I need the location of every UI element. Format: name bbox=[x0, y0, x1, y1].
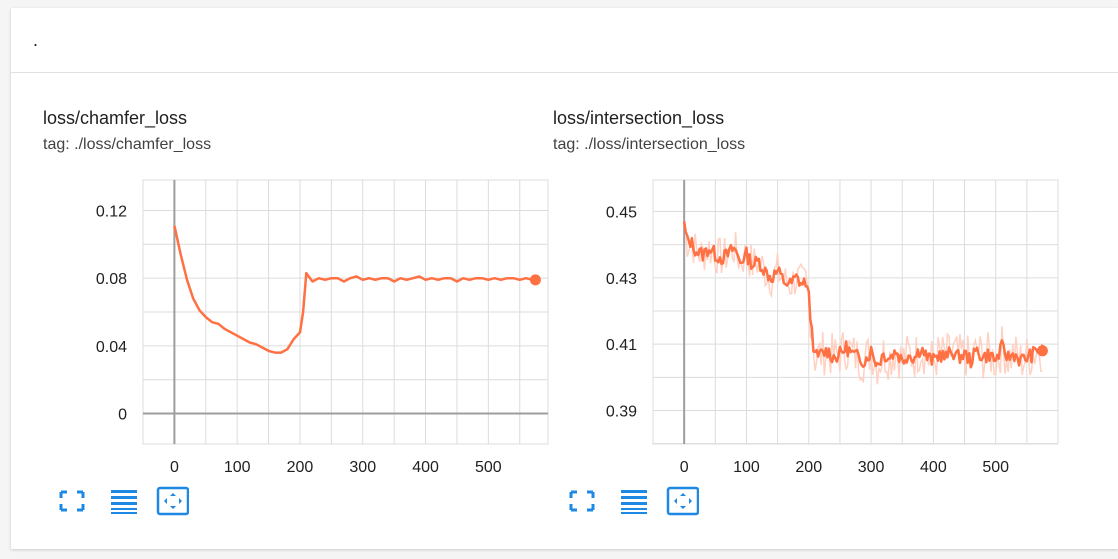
chart-intersection-loss[interactable]: 0.39 0.41 0.43 0.45 0 100 200 300 400 500 bbox=[553, 164, 1059, 476]
x-tick-label: 400 bbox=[412, 459, 439, 476]
toggle-log-scale-icon bbox=[111, 490, 137, 514]
fit-domain-button[interactable] bbox=[155, 486, 189, 516]
toggle-log-scale-button[interactable] bbox=[105, 486, 139, 516]
chart-panel-intersection-loss: loss/intersection_loss tag: ./loss/inter… bbox=[553, 104, 1059, 524]
y-tick-label: 0.45 bbox=[606, 205, 637, 222]
fit-screen-button[interactable] bbox=[55, 486, 89, 516]
fit-domain-button[interactable] bbox=[665, 486, 699, 516]
y-tick-label: 0.39 bbox=[606, 404, 637, 421]
chart-tag: tag: ./loss/intersection_loss bbox=[553, 136, 746, 153]
y-tick-label: 0.04 bbox=[96, 339, 127, 356]
y-tick-label: 0 bbox=[118, 407, 127, 424]
group-title: . bbox=[33, 30, 39, 50]
plot-frame bbox=[652, 179, 1059, 445]
toggle-log-scale-icon bbox=[621, 490, 647, 514]
x-tick-label: 500 bbox=[475, 459, 502, 476]
x-tick-label: 300 bbox=[349, 459, 376, 476]
x-tick-label: 100 bbox=[733, 459, 760, 476]
x-tick-label: 500 bbox=[982, 459, 1009, 476]
chart-tag: tag: ./loss/chamfer_loss bbox=[43, 136, 212, 153]
plot-area bbox=[652, 179, 1059, 445]
fit-domain-icon bbox=[666, 486, 699, 516]
scalar-card: . loss/chamfer_loss tag: ./loss/chamfer_… bbox=[11, 8, 1118, 549]
chart-chamfer-loss[interactable]: 0 0.04 0.08 0.12 0 100 200 300 400 500 bbox=[43, 164, 549, 476]
chart-title: loss/intersection_loss bbox=[553, 108, 725, 128]
plot-frame bbox=[142, 179, 549, 445]
x-tick-label: 200 bbox=[287, 459, 314, 476]
fit-screen-icon bbox=[569, 490, 595, 512]
fit-screen-button[interactable] bbox=[565, 486, 599, 516]
x-tick-label: 300 bbox=[858, 459, 885, 476]
fit-screen-icon bbox=[59, 490, 85, 512]
chart-panel-chamfer-loss: loss/chamfer_loss tag: ./loss/chamfer_lo… bbox=[43, 104, 549, 524]
x-tick-label: 100 bbox=[224, 459, 251, 476]
series-end-point bbox=[1036, 345, 1048, 357]
x-tick-label: 0 bbox=[680, 459, 689, 476]
x-tick-label: 200 bbox=[795, 459, 822, 476]
series-line bbox=[682, 221, 1044, 369]
y-tick-label: 0.12 bbox=[96, 203, 127, 220]
chart-title: loss/chamfer_loss bbox=[43, 108, 188, 128]
card-header: . bbox=[11, 8, 1118, 73]
x-tick-label: 0 bbox=[170, 459, 179, 476]
y-tick-label: 0.08 bbox=[96, 271, 127, 288]
toggle-log-scale-button[interactable] bbox=[615, 486, 649, 516]
y-tick-label: 0.43 bbox=[606, 271, 637, 288]
x-tick-label: 400 bbox=[920, 459, 947, 476]
fit-domain-icon bbox=[156, 486, 189, 516]
series-line bbox=[173, 225, 536, 354]
series-end-point bbox=[529, 274, 541, 286]
plot-area bbox=[142, 179, 549, 445]
y-tick-label: 0.41 bbox=[606, 337, 637, 354]
